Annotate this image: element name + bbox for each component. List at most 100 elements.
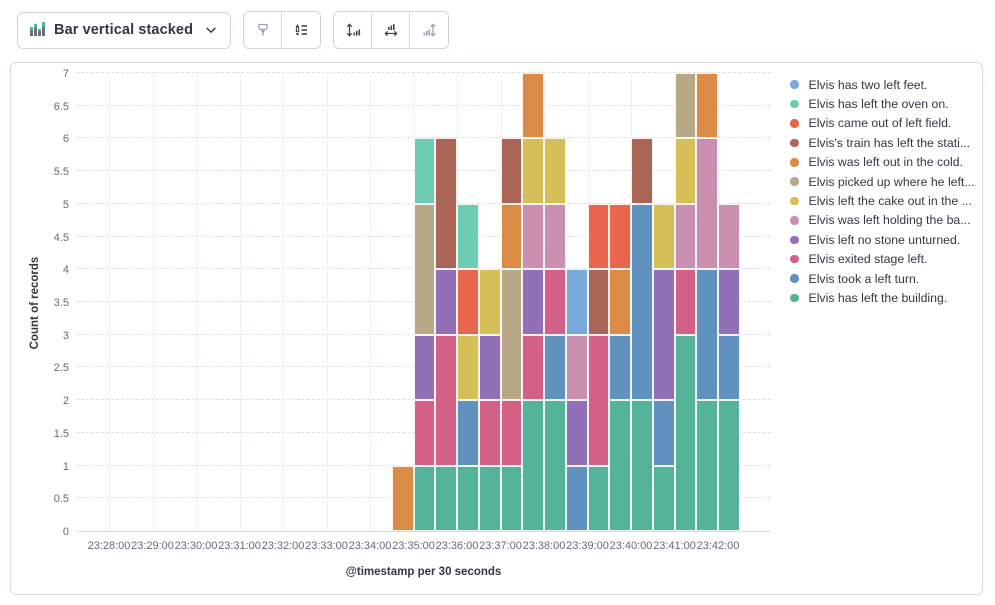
bar-segment[interactable] [631,203,653,401]
bar-23:35:30[interactable] [435,138,457,531]
bar-axis-extent-button[interactable] [410,12,448,48]
bar-segment[interactable] [587,465,610,531]
bar-segment[interactable] [522,138,544,204]
legend-item[interactable]: Elvis has left the oven on. [790,94,980,113]
bar-segment[interactable] [522,203,544,270]
chart-type-dropdown[interactable]: Bar vertical stacked [17,11,231,49]
bar-segment[interactable] [544,269,566,335]
bar-segment[interactable] [565,465,588,531]
bar-23:35:00[interactable] [413,138,436,531]
bar-segment[interactable] [500,465,523,531]
bar-segment[interactable] [718,203,740,270]
legend-item[interactable]: Elvis has left the building. [790,288,980,307]
legend-item[interactable]: Elvis left no stone unturned. [790,230,980,249]
bar-segment[interactable] [522,73,544,139]
bar-segment[interactable] [565,400,588,466]
bar-segment[interactable] [696,269,718,401]
bar-segment[interactable] [565,334,588,401]
bar-segment[interactable] [674,73,697,139]
legend-item[interactable]: Elvis has two left feet. [790,75,980,94]
bar-segment[interactable] [457,334,479,401]
legend-item[interactable]: Elvis came out of left field. [790,114,980,133]
bar-segment[interactable] [674,203,697,270]
bar-23:39:00[interactable] [587,203,610,531]
bar-23:40:00[interactable] [631,138,653,531]
bar-segment[interactable] [609,334,631,401]
bar-segment[interactable] [544,400,566,531]
bar-segment[interactable] [565,269,588,335]
bar-segment[interactable] [609,400,631,531]
bar-segment[interactable] [674,334,697,531]
bar-segment[interactable] [500,203,523,270]
bar-segment[interactable] [413,465,436,531]
bar-segment[interactable] [652,465,675,531]
bar-segment[interactable] [522,334,544,401]
bar-23:41:00[interactable] [674,73,697,531]
bar-23:38:00[interactable] [544,138,566,531]
bar-23:40:30[interactable] [652,203,675,531]
legend-item[interactable]: Elvis was left holding the ba... [790,211,980,230]
bar-segment[interactable] [413,400,436,466]
bar-segment[interactable] [478,269,501,335]
vertical-axis-extent-button[interactable] [334,12,372,48]
bar-23:36:30[interactable] [478,269,501,531]
bar-segment[interactable] [544,138,566,204]
bar-segment[interactable] [544,203,566,270]
bar-segment[interactable] [544,334,566,401]
legend-item[interactable]: Elvis's train has left the stati... [790,133,980,152]
bar-segment[interactable] [587,334,610,466]
bar-23:37:30[interactable] [522,73,544,531]
bar-segment[interactable] [587,269,610,335]
bar-segment[interactable] [413,138,436,204]
bar-segment[interactable] [718,400,740,531]
bar-segment[interactable] [457,400,479,466]
bar-segment[interactable] [718,334,740,401]
horizontal-axis-extent-button[interactable] [372,12,410,48]
bar-segment[interactable] [696,400,718,531]
bar-segment[interactable] [478,400,501,466]
legend-item[interactable]: Elvis was left out in the cold. [790,153,980,172]
bar-23:42:00[interactable] [718,203,740,531]
bar-segment[interactable] [457,203,479,270]
bar-segment[interactable] [718,269,740,335]
bar-segment[interactable] [391,465,414,531]
bar-segment[interactable] [609,269,631,335]
bar-segment[interactable] [696,138,718,270]
brush-tool-button[interactable] [244,12,282,48]
bar-segment[interactable] [413,334,436,401]
bar-23:34:30[interactable] [391,465,414,531]
bar-segment[interactable] [457,465,479,531]
legend-item[interactable]: Elvis left the cake out in the ... [790,191,980,210]
bar-23:37:00[interactable] [500,138,523,531]
bar-segment[interactable] [587,203,610,270]
bar-23:36:00[interactable] [457,203,479,531]
bar-segment[interactable] [674,269,697,335]
bar-segment[interactable] [522,269,544,335]
bar-segment[interactable] [478,334,501,401]
bar-23:39:30[interactable] [609,203,631,531]
bar-segment[interactable] [652,203,675,270]
bar-segment[interactable] [435,334,457,466]
bar-segment[interactable] [478,465,501,531]
bar-segment[interactable] [435,138,457,270]
bar-segment[interactable] [631,138,653,204]
legend-settings-button[interactable] [282,12,320,48]
legend-item[interactable]: Elvis took a left turn. [790,269,980,288]
bar-segment[interactable] [609,203,631,270]
bar-segment[interactable] [674,138,697,204]
bar-segment[interactable] [413,203,436,335]
bar-segment[interactable] [500,269,523,401]
bar-segment[interactable] [435,269,457,335]
bar-segment[interactable] [435,465,457,531]
legend-item[interactable]: Elvis picked up where he left... [790,172,980,191]
bar-23:38:30[interactable] [565,269,588,531]
bar-segment[interactable] [522,400,544,531]
bar-segment[interactable] [631,400,653,531]
bar-segment[interactable] [652,400,675,466]
bar-segment[interactable] [500,138,523,204]
bar-segment[interactable] [457,269,479,335]
bar-23:41:30[interactable] [696,73,718,531]
bar-segment[interactable] [652,269,675,401]
bar-segment[interactable] [696,73,718,139]
legend-item[interactable]: Elvis exited stage left. [790,250,980,269]
